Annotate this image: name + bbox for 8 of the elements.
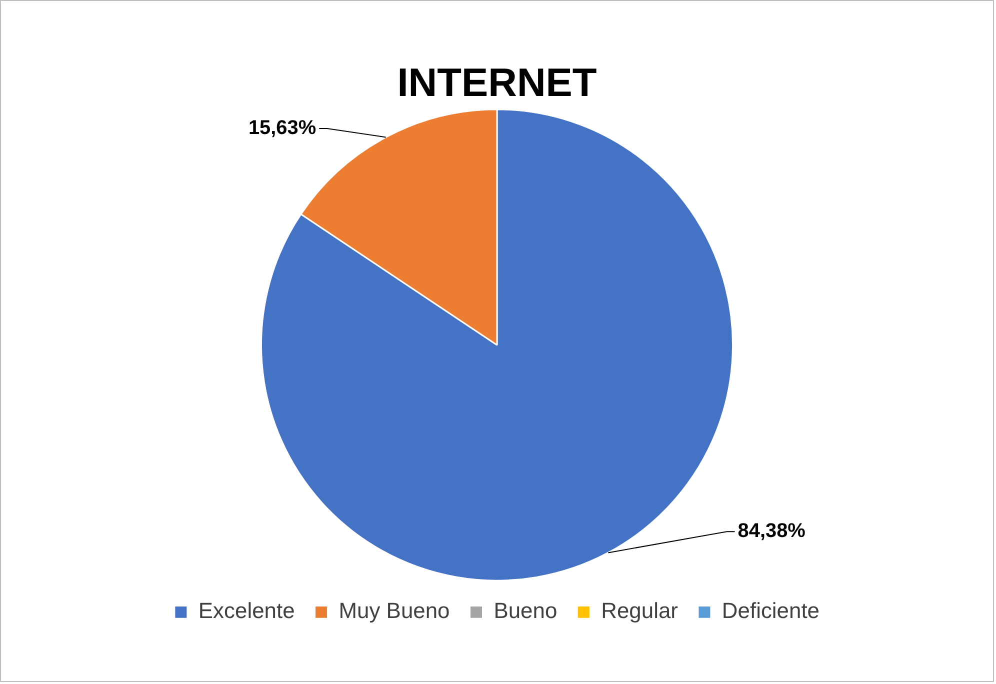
data-label: 84,38% bbox=[738, 520, 806, 542]
legend-label: Regular bbox=[601, 598, 678, 624]
legend-label: Bueno bbox=[494, 598, 558, 624]
legend-label: Excelente bbox=[198, 598, 295, 624]
data-label: 15,63% bbox=[248, 116, 316, 139]
legend-label: Deficiente bbox=[722, 598, 820, 624]
chart-title: INTERNET bbox=[397, 60, 597, 105]
legend-label: Muy Bueno bbox=[338, 598, 450, 624]
